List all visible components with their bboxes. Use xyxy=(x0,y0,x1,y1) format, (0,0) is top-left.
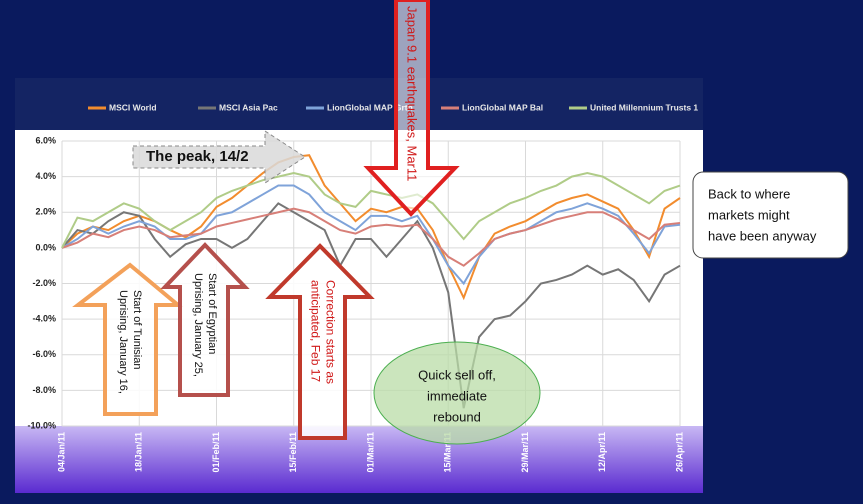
japan-label: Japan 9.1 earthquakes, Mar11 xyxy=(405,6,420,181)
tunisia-label: Uprising, January 16, xyxy=(117,290,129,394)
y-tick-label: 6.0% xyxy=(35,135,56,145)
legend-label: United Millennium Trusts 1 xyxy=(590,102,698,112)
series-line xyxy=(61,172,681,249)
y-tick-label: 2.0% xyxy=(35,207,56,217)
y-tick-label: -4.0% xyxy=(32,314,56,324)
x-tick-label: 12/Apr/11 xyxy=(597,432,607,472)
back-label: have been anyway xyxy=(708,228,817,243)
y-tick-label: 0.0% xyxy=(35,242,56,252)
selloff-ellipse xyxy=(373,341,541,445)
back-label: Back to where xyxy=(708,186,790,201)
y-tick-label: 4.0% xyxy=(35,171,56,181)
x-tick-label: 01/Mar/11 xyxy=(365,432,375,473)
x-tick-label: 26/Apr/11 xyxy=(674,432,684,472)
x-tick-label: 15/Mar/11 xyxy=(443,432,453,473)
japan-arrow xyxy=(363,0,460,217)
axis-band xyxy=(15,426,703,493)
correction-arrow xyxy=(265,243,375,440)
egypt-arrow xyxy=(160,242,250,397)
x-tick-label: 29/Mar/11 xyxy=(520,432,530,473)
correction-label: Correction starts as xyxy=(323,280,337,384)
selloff-label: Quick sell off, xyxy=(418,367,496,382)
egypt-label: Uprising, January 25, xyxy=(192,273,204,377)
x-tick-label: 04/Jan/11 xyxy=(56,432,66,472)
correction-label: anticipated, Feb 17 xyxy=(308,280,322,382)
y-tick-label: -10.0% xyxy=(27,420,56,430)
x-tick-label: 15/Feb/11 xyxy=(288,432,298,473)
selloff-label: rebound xyxy=(433,409,481,424)
peak-label: The peak, 14/2 xyxy=(146,148,249,165)
y-tick-label: -8.0% xyxy=(32,385,56,395)
tunisia-arrow xyxy=(72,262,184,416)
back-label: markets might xyxy=(708,207,790,222)
legend-label: MSCI World xyxy=(109,102,157,112)
y-tick-label: -6.0% xyxy=(32,349,56,359)
egypt-label: Start of Egyptian xyxy=(206,273,218,354)
annotations: The peak, 14/2 Japan 9.1 earthquakes, Mar… xyxy=(72,0,849,445)
legend-label: MSCI Asia Pac xyxy=(219,102,278,112)
tunisia-label: Start of Tunisian xyxy=(131,290,143,370)
series-line xyxy=(61,202,681,409)
selloff-label: immediate xyxy=(427,388,487,403)
y-tick-label: -2.0% xyxy=(32,278,56,288)
legend-label: LionGlobal MAP Grth xyxy=(327,102,413,112)
peak-arrow xyxy=(132,130,306,184)
x-tick-label: 18/Jan/11 xyxy=(134,432,144,472)
series-line xyxy=(61,207,681,267)
legend-label: LionGlobal MAP Bal xyxy=(462,102,543,112)
back-box xyxy=(692,171,849,259)
x-tick-label: 01/Feb/11 xyxy=(211,432,221,473)
